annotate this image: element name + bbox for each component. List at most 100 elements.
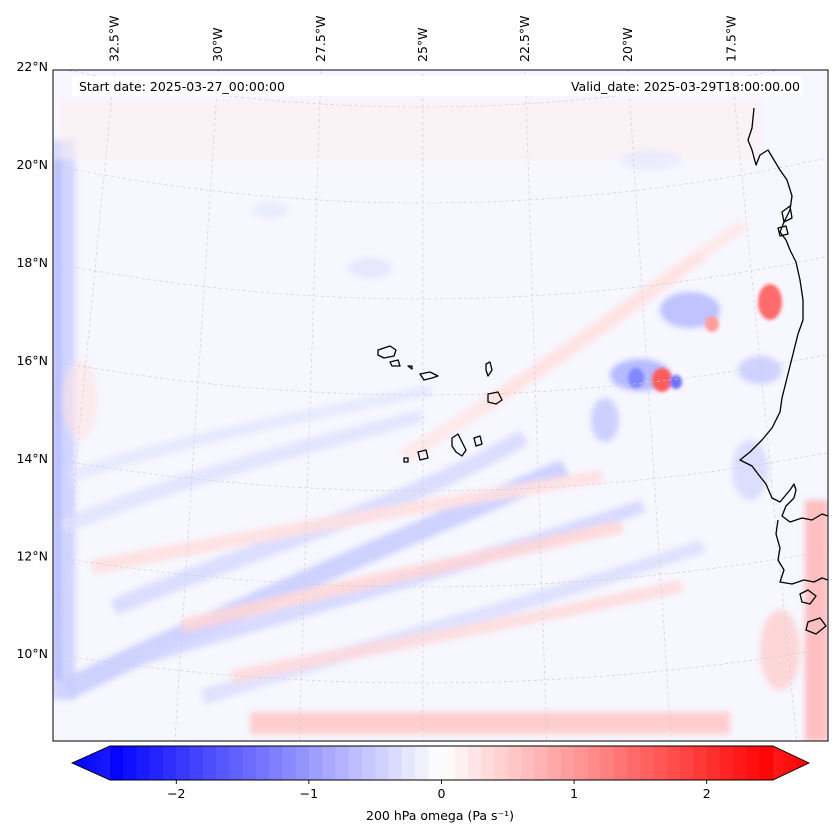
colorbar-band [680,746,694,780]
longitude-tick-label: 17.5°W [724,16,739,62]
header-background [72,76,802,96]
colorbar-band [640,746,655,780]
colorbar-band [255,746,270,780]
longitude-tick-label: 30°W [210,27,225,62]
colorbar-band [136,746,151,780]
colorbar-tick-label: 1 [570,786,578,801]
longitude-tick-label: 22.5°W [517,16,532,62]
latitude-tick-label: 22°N [16,59,48,74]
parallel-line [66,70,780,108]
colorbar-band [481,746,495,780]
colorbar-band [229,746,243,780]
latitude-tick-labels: 22°N 20°N 18°N 16°N 14°N 12°N 10°N [16,59,48,661]
colorbar-tick-label: −2 [167,786,185,801]
longitude-tick-label: 27.5°W [313,16,328,62]
island-santiago [451,433,467,457]
colorbar-band [216,746,230,780]
island-sal [485,361,493,377]
parallel-line [53,354,828,396]
colorbar-bands [110,746,774,780]
latitude-tick-label: 12°N [16,549,48,564]
colorbar-band [202,746,217,780]
colorbar-band [375,746,389,780]
colorbar-band [613,746,628,780]
colorbar-band [454,746,469,780]
colorbar-band [706,746,721,780]
graticule-lines [53,70,828,741]
island-sao-vicente [389,359,401,367]
island-sao-nicolau [419,371,439,381]
colorbar-tick-label: 2 [703,786,711,801]
colorbar-band [507,746,522,780]
longitude-tick-label: 32.5°W [106,16,121,62]
colorbar-band [414,746,429,780]
colorbar-band [282,746,297,780]
colorbar-tick-label: −1 [300,786,318,801]
colorbar-band [441,746,456,780]
colorbar-band [719,746,734,780]
colorbar-band [534,746,548,780]
island-santo-antao [377,345,397,359]
parallel-line [53,648,828,684]
colorbar-band [388,746,403,780]
latitude-tick-label: 16°N [16,353,48,368]
parallel-line [53,157,827,204]
colorbar-band [176,746,190,780]
parallel-line [53,255,828,300]
island-santa-luzia [407,365,413,370]
colorbar-band [666,746,681,780]
omega-field [53,70,828,741]
colorbar-band [163,746,177,780]
island-maio [473,435,483,447]
colorbar-band [361,746,376,780]
map-frame [52,69,829,742]
colorbar-band [600,746,615,780]
colorbar-band [574,746,588,780]
colorbar-band [759,746,774,780]
colorbar-band [110,746,124,780]
longitude-tick-label: 25°W [415,27,430,62]
latitude-tick-label: 10°N [16,646,48,661]
meridian-line [298,70,322,741]
latitude-tick-label: 14°N [16,451,48,466]
valid-date-label: Valid_date: 2025-03-29T18:00:00.00 [571,79,800,94]
parallel-line [53,452,828,492]
colorbar-band [521,746,535,780]
colorbar-band [242,746,257,780]
meridian-line [174,70,219,741]
colorbar-band [547,746,562,780]
colorbar-band [587,746,602,780]
colorbar-label: 200 hPa omega (Pa s⁻¹) [366,808,514,823]
colorbar-band [322,746,336,780]
colorbar-band [335,746,350,780]
meridian-line [53,70,115,707]
island-brava [403,457,409,463]
colorbar-band [733,746,747,780]
colorbar-ticks: −2 −1 0 1 2 [167,780,711,801]
colorbar-band [428,746,442,780]
colorbar-band [627,746,641,780]
colorbar-band [494,746,509,780]
meridian-line [524,70,548,741]
colorbar-band [308,746,323,780]
colorbar-band [401,746,416,780]
colorbar-band [560,746,575,780]
colorbar-band [746,746,761,780]
colorbar-band [295,746,310,780]
coastline [377,107,828,635]
island-fogo [417,449,429,461]
longitude-tick-labels: 32.5°W 30°W 27.5°W 25°W 22.5°W 20°W 17.5°W [106,16,738,62]
meridian-line [627,70,672,741]
colorbar: −2 −1 0 1 2 200 hPa omega (Pa s⁻¹) [70,745,811,823]
colorbar-band [149,746,164,780]
colorbar-outline [70,745,811,781]
colorbar-band [189,746,204,780]
latitude-tick-label: 20°N [16,157,48,172]
colorbar-band [468,746,482,780]
latitude-tick-label: 18°N [16,255,48,270]
colorbar-band [348,746,363,780]
meridian-line [731,70,798,741]
colorbar-band [653,746,668,780]
longitude-tick-label: 20°W [620,27,635,62]
